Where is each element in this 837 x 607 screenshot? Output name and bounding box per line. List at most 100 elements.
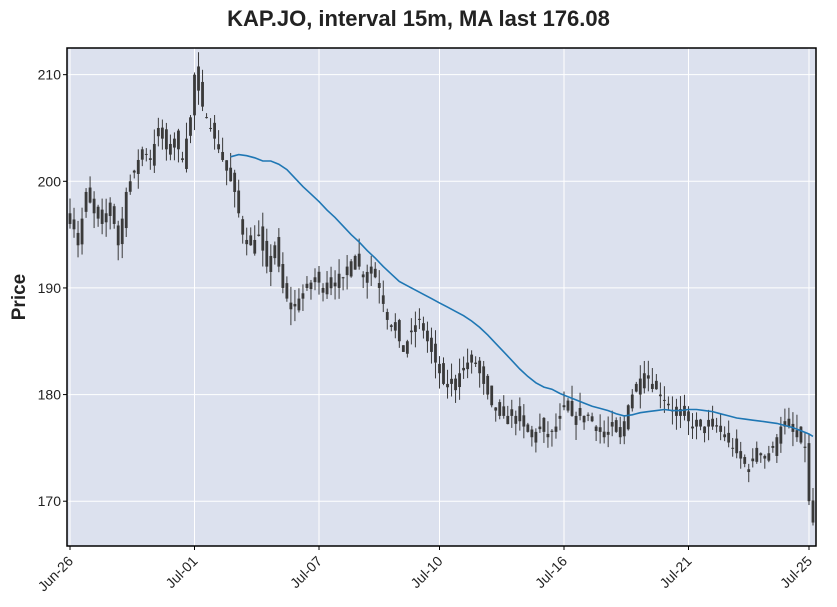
candle-body [185,138,188,169]
x-tick-label: Jul-25 [777,553,815,591]
candle-body [76,232,80,246]
candle-body [578,408,582,416]
candle-body [136,159,140,174]
candle-body [514,415,518,424]
candle-body [361,274,365,278]
candle-body [213,122,216,139]
candle-body [759,453,763,456]
candle-body [518,406,522,422]
candle-body [574,415,578,425]
candle-body [787,418,791,427]
candle-body [281,264,285,288]
candle-body [438,363,441,374]
candle-body [241,219,245,235]
candle-body [245,239,249,245]
candle-body [442,363,445,384]
candle-body [775,437,779,456]
candle-body [397,320,401,342]
candle-body [703,426,706,434]
candle-body [450,378,453,384]
candle-body [434,343,437,363]
candle-body [120,218,124,245]
candle-body [337,273,341,288]
candle-body [418,318,421,320]
candle-body [691,426,694,429]
candle-body [209,127,212,129]
candle-body [667,403,670,406]
candle-body [687,411,690,422]
candle-body [646,375,650,379]
x-tick-label: Jul-21 [656,553,694,591]
y-tick-label: 210 [38,67,62,83]
plot-frame [66,47,817,547]
candle-body [152,143,156,166]
candle-body [249,235,253,246]
y-axis-ticks: 170 180 190 200 210 [38,67,67,509]
candle-body [309,282,313,290]
candle-body [177,130,180,150]
candle-body [522,415,526,427]
x-tick-label: Jul-16 [532,553,570,591]
x-tick-label: Jul-10 [407,553,445,591]
candle-body [763,455,767,459]
candle-body [84,191,88,212]
candle-body [221,151,225,160]
candle-body [168,143,172,155]
candle-body [638,378,642,395]
candle-body [413,325,417,332]
candle-body [108,202,112,217]
candle-body [683,405,686,416]
candle-body [494,407,498,411]
candle-body [598,427,602,432]
candle-body [357,253,361,267]
candle-body [662,399,666,401]
candle-body [783,421,787,427]
candle-body [430,337,433,352]
candle-body [265,240,269,267]
candle-body [634,383,638,392]
candle-body [506,415,510,425]
candle-body [699,419,702,427]
candle-body [112,206,116,224]
candle-body [658,394,662,397]
candle-body [446,383,449,388]
candle-body [566,400,570,411]
candle-body [723,434,727,438]
candle-body [341,277,345,279]
candle-body [253,239,257,254]
candle-body [731,447,735,449]
candle-body [277,237,281,267]
candle-body [727,432,731,443]
candle-body [490,385,494,406]
candle-body [654,380,658,390]
candle-body [381,295,385,304]
y-tick-label: 190 [38,280,62,296]
candle-body [538,426,542,430]
candle-body [570,401,574,416]
y-axis-label: Price [9,274,30,320]
candle-body [562,405,566,408]
candle-body [156,127,160,137]
candle-body [353,255,357,270]
candle-body [795,430,799,438]
candle-body [618,427,622,438]
candle-body [454,378,457,391]
candle-body [100,209,104,224]
candle-body [297,298,301,311]
candle-body [679,409,682,416]
candle-body [225,160,229,171]
candle-body [622,421,626,437]
candle-body [257,234,261,236]
candle-body [478,360,482,374]
candle-body [462,367,465,371]
candle-body [586,414,590,416]
moving-average-line [230,153,814,438]
candle-body [104,213,108,223]
candle-body [606,431,610,435]
candle-body [650,383,654,389]
candle-body [116,225,120,246]
y-tick-label: 180 [38,387,62,403]
candle-body [321,287,325,293]
candle-body [695,419,698,427]
candle-body [715,425,719,427]
